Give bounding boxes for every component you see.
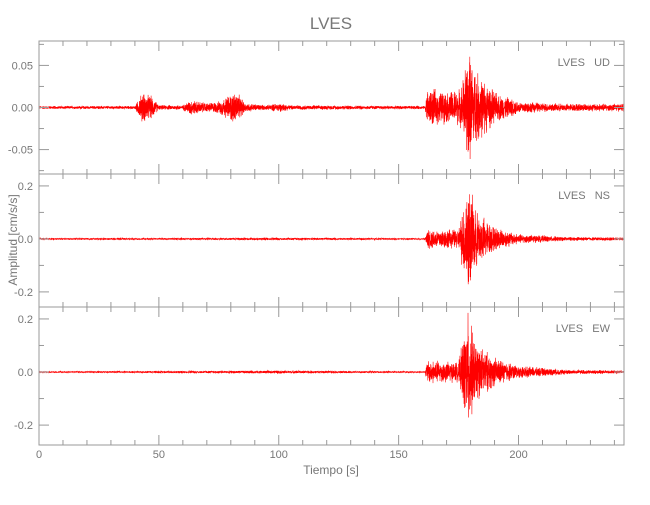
y-tick-label: 0.0 bbox=[18, 234, 33, 246]
x-tick-label: 150 bbox=[389, 449, 407, 461]
chart-title: LVES bbox=[310, 14, 352, 33]
waveform-trace bbox=[38, 312, 625, 418]
panel-0: -0.05 0.00 0.05 LVES UD bbox=[8, 40, 625, 175]
y-tick-label: -0.2 bbox=[14, 287, 33, 299]
y-tick-label: 0.05 bbox=[12, 60, 33, 72]
x-tick-label: 0 bbox=[36, 449, 42, 461]
panel-label: LVES EW bbox=[556, 323, 611, 335]
x-tick-label: 100 bbox=[270, 449, 288, 461]
y-tick-label: 0.2 bbox=[18, 181, 33, 193]
panel-label: LVES UD bbox=[558, 57, 610, 69]
waveform-trace bbox=[38, 194, 625, 285]
x-tick-label: 50 bbox=[153, 449, 165, 461]
panel-1: -0.2 0.0 0.2 LVES NS bbox=[14, 173, 625, 308]
x-tick-label: 200 bbox=[509, 449, 527, 461]
y-tick-label: 0.00 bbox=[12, 103, 33, 115]
waveform-trace bbox=[38, 56, 625, 160]
panel-frame bbox=[38, 306, 625, 446]
y-tick-label: -0.05 bbox=[8, 145, 33, 157]
y-tick-label: -0.2 bbox=[14, 420, 33, 432]
y-tick-label: 0.2 bbox=[18, 314, 33, 326]
x-axis-label: Tiempo [s] bbox=[303, 463, 359, 477]
y-axis-label: Amplitud [cm/s/s] bbox=[6, 194, 20, 285]
panel-label: LVES NS bbox=[558, 190, 610, 202]
panel-2: -0.2 0.0 0.2 LVES EW bbox=[14, 306, 625, 446]
y-tick-label: 0.0 bbox=[18, 367, 33, 379]
